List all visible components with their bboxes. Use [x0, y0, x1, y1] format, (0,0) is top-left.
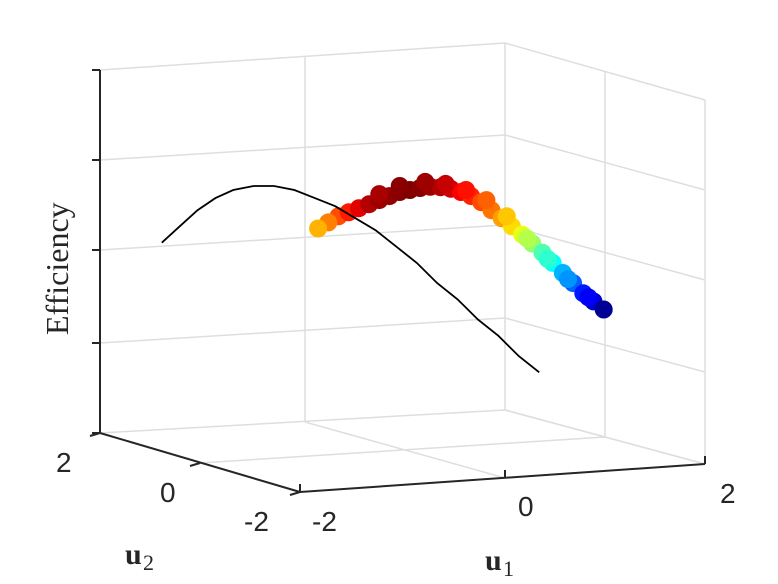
x-tick-label: 0: [518, 491, 534, 522]
scatter-point: [559, 270, 577, 289]
grid-lines: [99, 42, 706, 493]
x-tick-label: -2: [312, 506, 337, 537]
x-tick-label: 2: [720, 478, 736, 509]
x-axis-title: u 1: [485, 544, 514, 581]
y-tick-label: 0: [160, 477, 176, 508]
svg-text:u: u: [485, 544, 502, 577]
svg-text:u: u: [125, 538, 142, 571]
scatter-points: [309, 172, 613, 319]
svg-text:2: 2: [143, 550, 154, 575]
y-axis-line: [99, 432, 301, 493]
y-axis-title: u 2: [125, 538, 154, 575]
x-axis-line: [299, 463, 706, 493]
axes: [89, 69, 706, 496]
y-tick-label: 2: [56, 447, 72, 478]
scatter-point: [538, 249, 557, 268]
scatter-point: [477, 191, 496, 210]
curve-line: [161, 185, 540, 374]
scatter-point: [416, 172, 435, 191]
scatter-point: [309, 219, 328, 238]
svg-text:1: 1: [503, 556, 514, 581]
scatter-point: [457, 181, 475, 199]
scatter-point: [390, 177, 409, 195]
y-tick-label: -2: [244, 506, 269, 537]
z-axis-title: Efficiency: [39, 202, 75, 335]
scatter-point: [518, 229, 537, 248]
scatter-point: [497, 207, 516, 226]
scatter-point: [370, 185, 389, 204]
scatter-point: [436, 174, 455, 193]
scatter-point: [594, 300, 613, 319]
fitted-curve: [161, 185, 540, 374]
scatter-point: [579, 288, 598, 307]
